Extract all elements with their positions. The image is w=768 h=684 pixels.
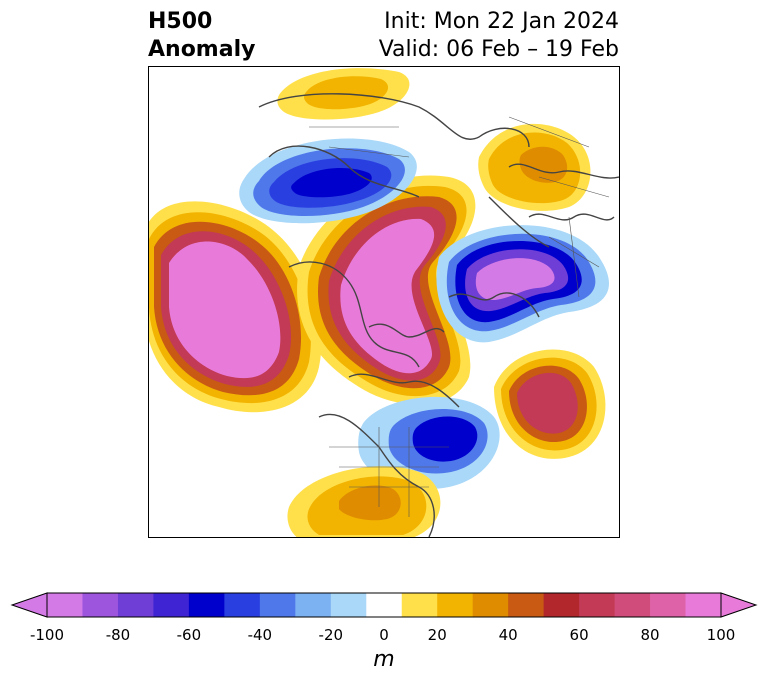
colorbar-tick-label: 40 (498, 626, 518, 644)
colorbar-outline (46, 592, 722, 618)
map-title-left: H500 Anomaly (148, 8, 255, 64)
colorbar-segment (472, 593, 509, 617)
colorbar-segment (188, 593, 225, 617)
init-date: Init: Mon 22 Jan 2024 (384, 9, 619, 34)
colorbar (10, 592, 758, 618)
colorbar-segment (47, 593, 83, 617)
anomaly-europe-negative (436, 225, 609, 343)
anomaly-siberia-negative (239, 138, 417, 224)
colorbar-segment (366, 593, 403, 617)
colorbar-extend-high (720, 592, 758, 618)
colorbar-unit-label: m (373, 647, 395, 672)
country-borders (309, 116, 610, 517)
colorbar-tick-label: 100 (706, 626, 736, 644)
colorbar-segment (543, 593, 580, 617)
colorbar-tick-label: -60 (176, 626, 202, 644)
valid-range: Valid: 06 Feb – 19 Feb (378, 37, 619, 62)
colorbar-tick-label: -80 (105, 626, 131, 644)
field-kind: Anomaly (148, 37, 256, 62)
colorbar-extend-low (10, 592, 48, 618)
colorbar-tick-label: 80 (640, 626, 660, 644)
colorbar-tick-label: -40 (247, 626, 273, 644)
colorbar-segment (685, 593, 722, 617)
anomaly-ne-pacific-positive (149, 201, 322, 413)
field-name: H500 (148, 9, 213, 34)
colorbar-tick-label: 20 (427, 626, 447, 644)
anomaly-gulf-positive (287, 466, 441, 537)
anomaly-mediterranean-positive (478, 123, 591, 211)
colorbar-segment (508, 593, 545, 617)
colorbar-segment (295, 593, 332, 617)
colorbar-segment (153, 593, 190, 617)
map-panel (148, 66, 620, 538)
colorbar-segment (650, 593, 687, 617)
colorbar-segment (401, 593, 438, 617)
colorbar-segment (330, 593, 367, 617)
colorbar-tick-label: 0 (379, 626, 389, 644)
colorbar-segments (47, 593, 722, 617)
colorbar-segment (614, 593, 651, 617)
colorbar-segment (437, 593, 474, 617)
colorbar-segment (117, 593, 154, 617)
colorbar-segment (259, 593, 296, 617)
colorbar-segment (82, 593, 119, 617)
colorbar-tick-label: -100 (29, 626, 65, 644)
colorbar-segment (224, 593, 261, 617)
colorbar-tick-label: 60 (569, 626, 589, 644)
colorbar-tick-label: -20 (318, 626, 344, 644)
anomaly-map (149, 68, 619, 537)
anomaly-atlantic-positive (494, 349, 606, 459)
map-title-right: Init: Mon 22 Jan 2024 Valid: 06 Feb – 19… (379, 8, 619, 64)
anomaly-arctic-positive (297, 175, 476, 405)
colorbar-segment (579, 593, 616, 617)
coastlines (258, 93, 619, 537)
